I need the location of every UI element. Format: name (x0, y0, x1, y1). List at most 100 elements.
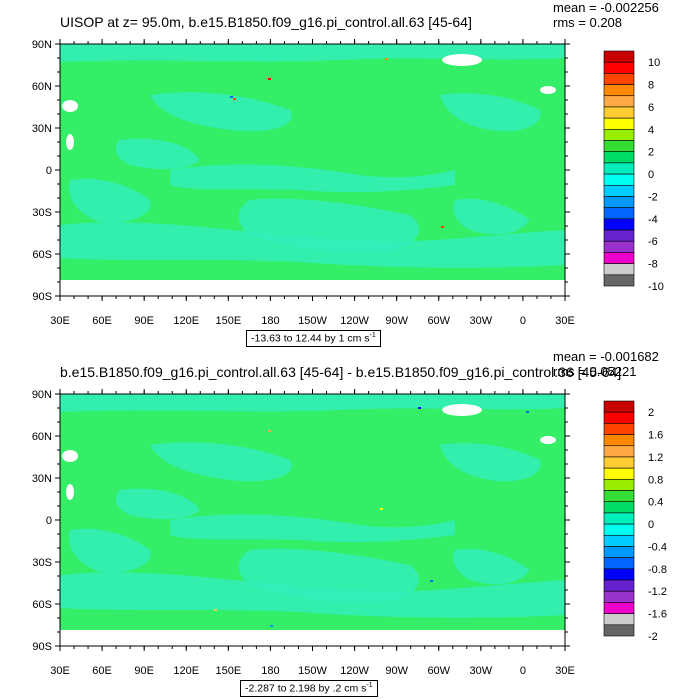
bottom-colorbar-box-2 (603, 423, 635, 435)
bottom-rms-stat: rms = 0.05221 (553, 364, 637, 379)
bottom-y-tick-label-3: 0 (46, 515, 52, 527)
bottom-x-tick-label-10: 30W (470, 665, 493, 677)
top-y-tick-label-4: 30S (32, 207, 52, 219)
bottom-colorbar-box-11 (603, 523, 635, 536)
top-extreme-spot-3 (385, 58, 388, 60)
top-colorbar-label-1: 8 (648, 80, 654, 92)
top-negative-patch-8 (60, 44, 565, 62)
bottom-colorbar-label-5: 0 (648, 519, 654, 531)
top-negative-patch-0 (170, 164, 455, 193)
top-extreme-spot-4 (441, 226, 444, 228)
bottom-extreme-spot-1 (380, 508, 383, 510)
bottom-negative-patch-3 (69, 528, 151, 573)
top-y-tick-label-5: 60S (32, 249, 52, 261)
top-colorbar-box-1 (603, 61, 635, 74)
bottom-colorbar-label-2: 1.2 (648, 452, 663, 464)
top-colorbar-box-3 (603, 84, 635, 97)
bottom-x-tick-label-4: 150E (215, 665, 241, 677)
top-colorbar-box-7 (603, 129, 635, 141)
bottom-negative-patch-8 (60, 394, 565, 412)
top-y-tick-label-2: 30N (32, 123, 52, 135)
top-colorbar-box-14 (603, 207, 635, 220)
top-map-title: UISOP at z= 95.0m, b.e15.B1850.f09_g16.p… (60, 14, 472, 30)
bottom-colorbar-box-9 (603, 501, 635, 514)
top-colorbar-label-8: -6 (648, 236, 658, 248)
top-colorbar-label-5: 0 (648, 169, 654, 181)
top-colorbar-box-5 (603, 106, 635, 119)
bottom-map-title: b.e15.B1850.f09_g16.pi_control.all.63 [4… (60, 364, 622, 380)
top-y-tick-label-0: 90N (32, 39, 52, 51)
bottom-mean-stat: mean = -0.001682 (553, 349, 659, 364)
top-rms-stat: rms = 0.208 (553, 15, 623, 30)
bottom-baltic-missing (540, 436, 556, 444)
top-extreme-spot-0 (230, 96, 233, 98)
bottom-map-panel: b.e15.B1850.f09_g16.pi_control.all.63 [4… (0, 350, 700, 700)
top-extreme-spot-2 (268, 78, 271, 80)
top-negative-patch-6 (115, 138, 200, 170)
top-range-text: -13.63 to 12.44 by 1 cm s (251, 332, 370, 345)
bottom-colorbar-box-8 (603, 490, 635, 503)
bottom-antarctic-missing (60, 630, 565, 646)
top-colorbar-box-10 (603, 162, 635, 175)
bottom-caspian-missing (62, 450, 78, 462)
top-colorbar-box-15 (603, 218, 635, 231)
top-mean-stat: mean = -0.002256 (553, 0, 659, 15)
top-caspian-missing (62, 100, 78, 112)
top-colorbar-box-6 (603, 117, 635, 130)
bottom-colorbar-box-20 (603, 624, 635, 637)
top-negative-patch-7 (453, 198, 530, 235)
top-negative-patch-3 (69, 178, 151, 223)
bottom-y-tick-label-5: 60S (32, 599, 52, 611)
bottom-x-tick-label-8: 90W (385, 665, 408, 677)
top-x-tick-label-9: 60W (427, 315, 450, 327)
bottom-colorbar-box-10 (603, 512, 635, 525)
top-x-tick-label-8: 90W (385, 315, 408, 327)
bottom-negative-patch-5 (440, 443, 541, 482)
top-baltic-missing (540, 86, 556, 94)
bottom-colorbar-label-0: 2 (648, 407, 654, 419)
top-colorbar-box-8 (603, 140, 635, 153)
top-colorbar-label-4: 2 (648, 147, 654, 159)
top-y-tick-label-6: 90S (32, 291, 52, 303)
top-map-plot: 30E 60E 90E 120E 150E 180 150W 120W 90W 60W 30W 0 30… (32, 39, 664, 327)
top-antarctic-missing (60, 280, 565, 296)
bottom-field-layer (60, 394, 565, 646)
top-x-tick-label-1: 60E (92, 315, 112, 327)
bottom-x-tick-label-6: 150W (298, 665, 327, 677)
top-colorbar-label-6: -2 (648, 191, 658, 203)
top-colorbar-box-9 (603, 151, 635, 164)
bottom-colorbar-label-1: 1.6 (648, 430, 663, 442)
top-y-tick-label-3: 0 (46, 165, 52, 177)
bottom-range-label: -2.287 to 2.198 by .2 cm s-1 (240, 680, 378, 697)
bottom-greenland-missing (442, 404, 482, 416)
bottom-colorbar-label-8: -1.2 (648, 586, 667, 598)
top-y-tick-label-1: 60N (32, 81, 52, 93)
top-range-label: -13.63 to 12.44 by 1 cm s-1 (246, 330, 381, 347)
bottom-x-tick-label-0: 30E (50, 665, 70, 677)
bottom-colorbar-box-17 (603, 590, 635, 603)
bottom-x-tick-label-2: 90E (134, 665, 154, 677)
bottom-colorbar-box-7 (603, 479, 635, 491)
bottom-extreme-spot-3 (214, 609, 217, 611)
bottom-y-tick-label-6: 90S (32, 641, 52, 653)
bottom-extreme-spot-5 (526, 411, 529, 413)
top-colorbar-box-2 (603, 73, 635, 85)
top-x-tick-label-11: 0 (520, 315, 526, 327)
bottom-colorbar-box-19 (603, 613, 635, 626)
bottom-negative-patch-6 (115, 488, 200, 520)
bottom-y-tick-label-2: 30N (32, 473, 52, 485)
top-field-layer (60, 44, 565, 296)
top-x-tick-label-6: 150W (298, 315, 327, 327)
top-colorbar-box-0 (603, 50, 635, 63)
top-x-tick-label-0: 30E (50, 315, 70, 327)
bottom-redsea-missing (66, 484, 74, 500)
top-colorbar-box-19 (603, 263, 635, 276)
bottom-negative-patch-2 (60, 572, 565, 618)
top-colorbar-box-20 (603, 274, 635, 287)
bottom-colorbar-box-14 (603, 557, 635, 570)
bottom-colorbar-label-9: -1.6 (648, 609, 667, 621)
top-colorbar-label-9: -8 (648, 259, 658, 271)
bottom-x-tick-label-7: 120W (340, 665, 369, 677)
top-greenland-missing (442, 54, 482, 66)
bottom-x-tick-label-1: 60E (92, 665, 112, 677)
